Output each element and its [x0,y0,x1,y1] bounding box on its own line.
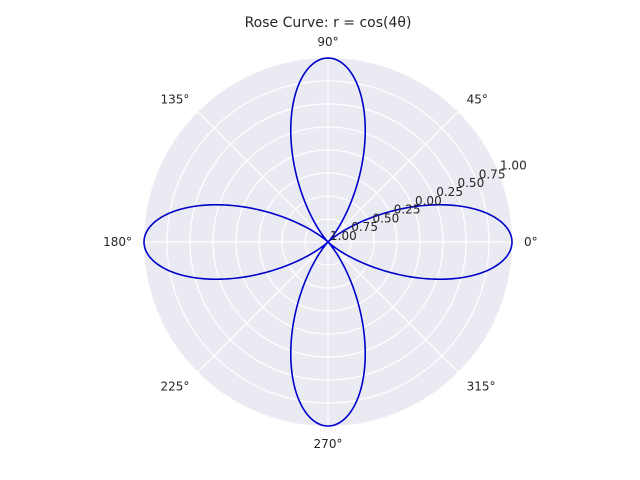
angular-gridlines [144,58,512,426]
angle-tick-label: 180° [103,235,132,249]
rose-curve-line [143,57,513,427]
radial-tick-labels: 1.000.750.500.250.000.250.500.751.00 [330,159,527,243]
radial-tick-label: 0.75 [479,167,506,181]
chart-title: Rose Curve: r = cos(4θ) [245,15,412,31]
radial-tick-label: 0.50 [457,176,484,190]
angle-tick-label: 135° [161,92,190,106]
angular-gridline [327,111,459,243]
angle-tick-labels: 0° 45° 90° 135° 180° 225° 270° 315° [103,35,538,451]
series-layer [143,57,513,427]
angle-tick-label: 0° [524,235,538,249]
angle-tick-label: 45° [467,92,488,106]
angular-gridline [197,111,329,243]
radial-tick-label: 0.50 [372,211,399,225]
radial-tick-label: 1.00 [500,159,527,173]
angular-gridline [197,241,329,373]
radial-tick-label: 0.00 [415,194,442,208]
angle-tick-label: 90° [317,35,338,49]
radial-tick-label: 1.00 [330,229,357,243]
radial-tick-label: 0.75 [351,220,378,234]
angle-tick-label: 315° [467,380,496,394]
radial-tick-label: 0.25 [436,185,463,199]
angular-gridline [327,241,459,373]
radial-tick-label: 0.25 [394,203,421,217]
angle-tick-label: 270° [314,437,343,451]
angle-tick-label: 225° [161,380,190,394]
